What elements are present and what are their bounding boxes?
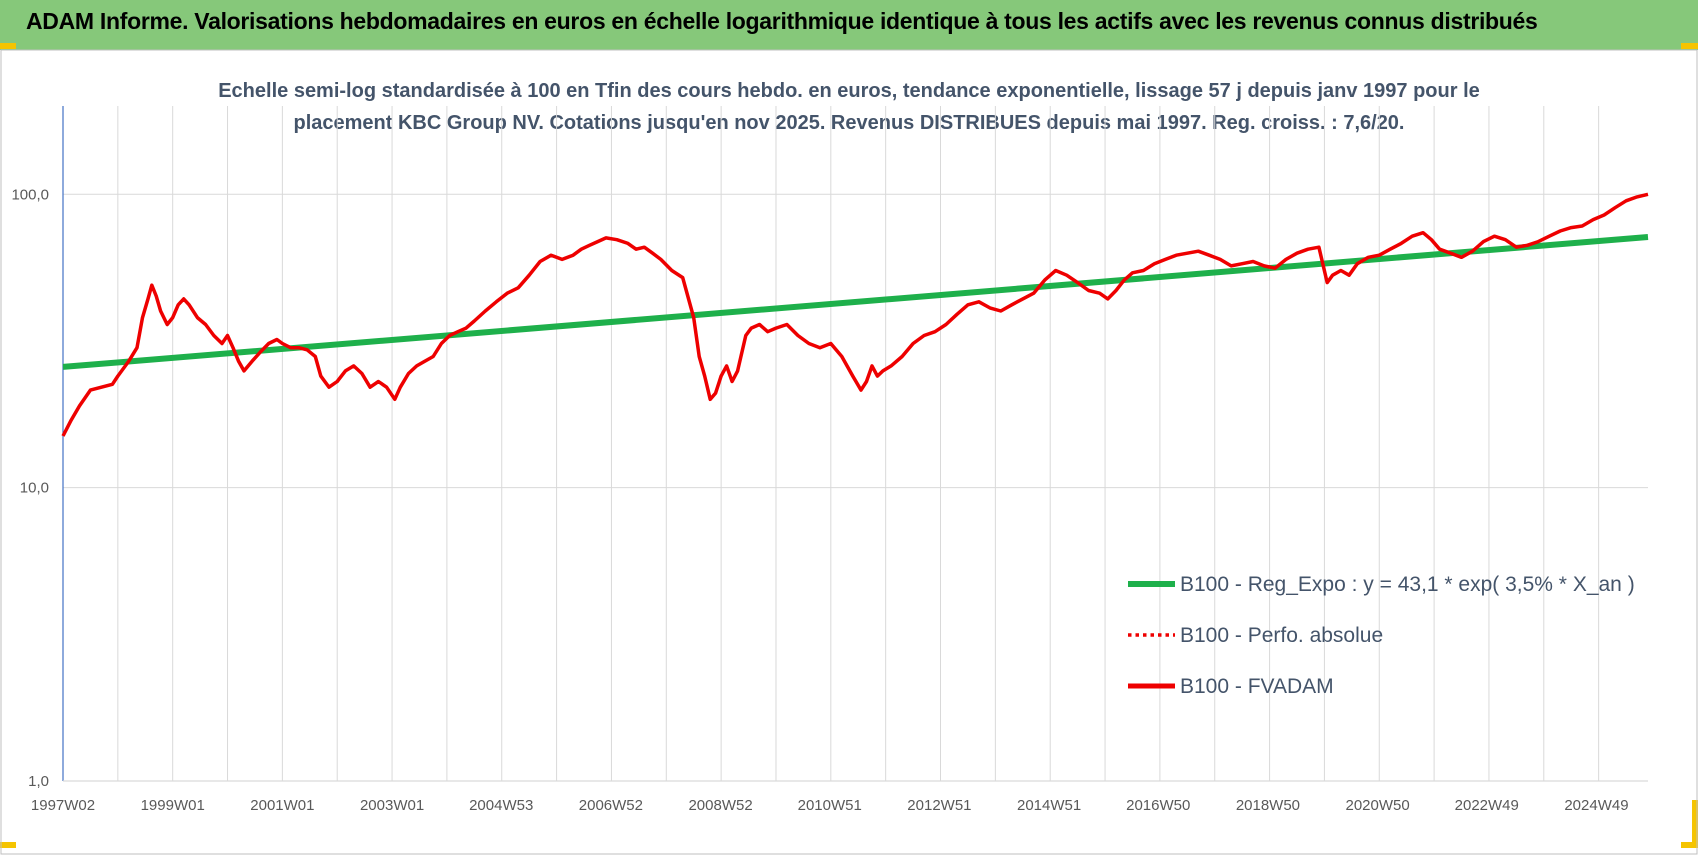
x-tick-label: 2024W49	[1564, 797, 1628, 814]
x-tick-label: 2008W52	[688, 797, 752, 814]
x-tick-label: 1999W01	[141, 797, 205, 814]
x-tick-label: 2001W01	[250, 797, 314, 814]
chart-title-line-1: Echelle semi-log standardisée à 100 en T…	[218, 80, 1480, 102]
y-tick-label: 10,0	[20, 480, 49, 497]
corner-marker-bottom-right-h	[1681, 842, 1698, 848]
x-tick-label: 2003W01	[360, 797, 424, 814]
corner-marker-top-right	[1681, 43, 1698, 49]
vertical-gridlines	[117, 106, 1600, 781]
legend-label-fvadam: B100 - FVADAM	[1180, 675, 1334, 698]
series-line-fvadam	[61, 192, 1649, 437]
series-line-reg-expo	[62, 234, 1649, 370]
x-tick-label: 2010W51	[798, 797, 862, 814]
x-tick-label: 2022W49	[1455, 797, 1519, 814]
x-tick-label: 2004W53	[469, 797, 533, 814]
corner-marker-bottom-left	[0, 842, 16, 848]
x-tick-label: 1997W02	[31, 797, 95, 814]
x-axis-ticks: 1997W02 1999W01 2001W01 2003W01 2004W53 2006W…	[31, 797, 1629, 814]
horizontal-gridlines	[63, 193, 1648, 489]
x-tick-label: 2006W52	[579, 797, 643, 814]
legend: B100 - Reg_Expo : y = 43,1 * exp( 3,5% *…	[1128, 573, 1635, 698]
x-tick-label: 2016W50	[1126, 797, 1190, 814]
banner-title: ADAM Informe. Valorisations hebdomadaire…	[26, 8, 1538, 34]
axes	[62, 106, 1648, 782]
x-tick-label: 2020W50	[1346, 797, 1410, 814]
x-tick-label: 2018W50	[1236, 797, 1300, 814]
corner-marker-top-left	[0, 43, 16, 49]
legend-label-perfo: B100 - Perfo. absolue	[1180, 624, 1383, 647]
x-tick-label: 2014W51	[1017, 797, 1081, 814]
y-axis-ticks: 1,0 10,0 100,0	[11, 186, 49, 790]
y-tick-label: 1,0	[28, 773, 49, 790]
series-layer	[61, 192, 1649, 437]
x-tick-label: 2012W51	[907, 797, 971, 814]
chart-frame	[0, 49, 1698, 855]
corner-marker-bottom-right	[1692, 800, 1698, 848]
y-tick-label: 100,0	[11, 186, 49, 203]
legend-label-trend: B100 - Reg_Expo : y = 43,1 * exp( 3,5% *…	[1180, 573, 1635, 596]
chart-title-line-2: placement KBC Group NV. Cotations jusqu'…	[293, 112, 1404, 134]
title-banner: ADAM Informe. Valorisations hebdomadaire…	[0, 0, 1698, 50]
